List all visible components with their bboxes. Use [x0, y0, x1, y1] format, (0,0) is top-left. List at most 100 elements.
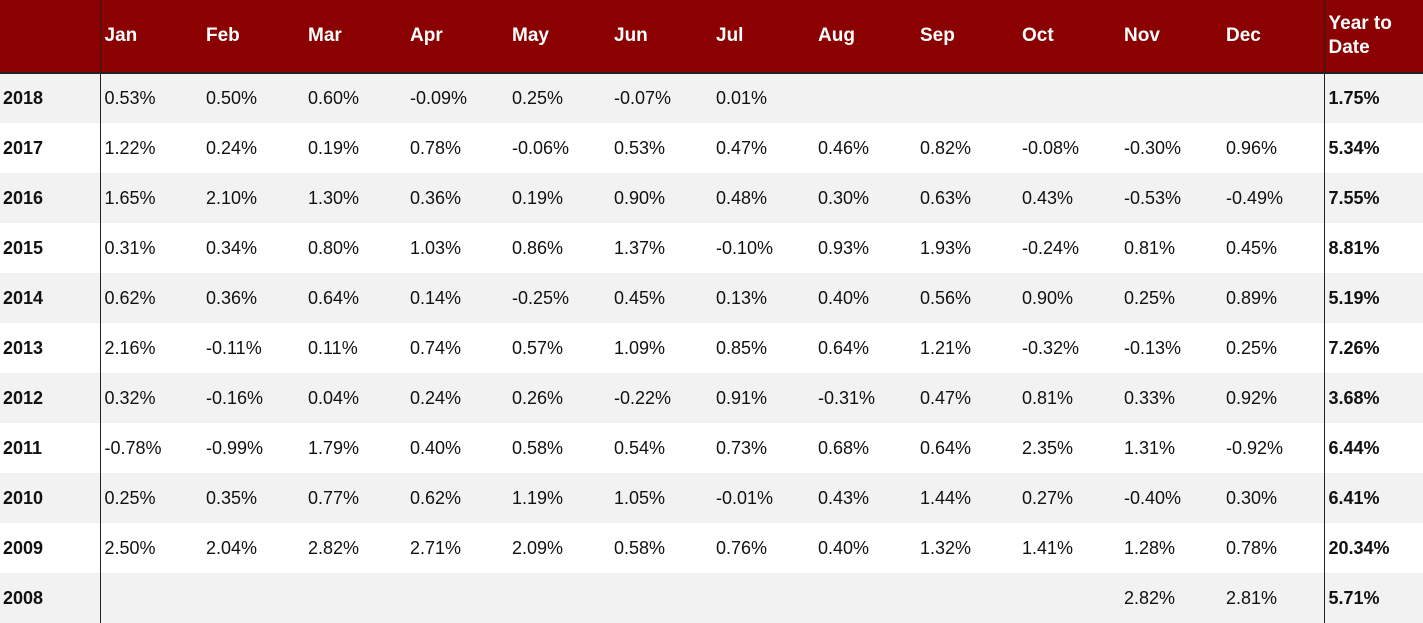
column-header-aug: Aug [814, 0, 916, 74]
monthly-return-cell: -0.49% [1226, 187, 1284, 208]
year-cell: 2009 [0, 523, 101, 573]
monthly-return-cell: -0.22% [614, 387, 672, 408]
monthly-return-cell: 0.81% [1022, 387, 1074, 408]
column-header-year [0, 0, 101, 74]
monthly-return-cell: -0.99% [206, 437, 264, 458]
monthly-return-cell: -0.16% [206, 387, 264, 408]
monthly-return-cell: -0.40% [1124, 487, 1182, 508]
monthly-return-cell [304, 573, 406, 623]
monthly-return-cell: 0.36% [410, 187, 462, 208]
monthly-return-cell: 1.03% [410, 237, 462, 258]
column-header-jul: Jul [712, 0, 814, 74]
monthly-return-cell: 0.85% [716, 337, 768, 358]
monthly-return-cell: -0.31% [818, 387, 876, 408]
monthly-return-cell: 0.19% [308, 137, 360, 158]
monthly-return-cell: 0.45% [614, 287, 666, 308]
monthly-return-cell: 0.74% [410, 337, 462, 358]
monthly-return-cell: 0.58% [512, 437, 564, 458]
monthly-return-cell: 1.41% [1022, 537, 1074, 558]
monthly-return-cell: -0.78% [104, 437, 162, 458]
monthly-return-cell: 2.82% [308, 537, 360, 558]
monthly-return-cell: 0.47% [716, 137, 768, 158]
year-cell: 2014 [0, 273, 101, 323]
monthly-return-cell: -0.32% [1022, 337, 1080, 358]
monthly-return-cell: -0.13% [1124, 337, 1182, 358]
monthly-return-cell: 2.50% [104, 537, 156, 558]
monthly-return-cell: 0.58% [614, 537, 666, 558]
monthly-return-cell: 0.40% [818, 537, 870, 558]
header-row: Jan Feb Mar Apr May Jun Jul Aug Sep Oct Nov Dec Year… [0, 0, 1423, 74]
monthly-return-cell: 0.25% [1226, 337, 1278, 358]
monthly-return-cell: 0.89% [1226, 287, 1278, 308]
table-row: 2009 2.50% 2.04% 2.82% 2.71% 2.09% 0.58% 0.76% 0… [0, 523, 1423, 573]
table-row: 2011 -0.78% -0.99% 1.79% 0.40% 0.58% 0.54% 0.73… [0, 423, 1423, 473]
monthly-return-cell: 0.63% [920, 187, 972, 208]
monthly-return-cell: 1.65% [104, 187, 156, 208]
monthly-return-cell: 0.30% [1226, 487, 1278, 508]
column-header-apr: Apr [406, 0, 508, 74]
monthly-return-cell: 0.78% [410, 137, 462, 158]
monthly-return-cell [1120, 73, 1222, 123]
year-to-date-cell: 20.34% [1323, 523, 1423, 573]
monthly-return-cell: -0.06% [512, 137, 570, 158]
year-cell: 2011 [0, 423, 101, 473]
monthly-return-cell: 0.54% [614, 437, 666, 458]
column-header-mar: Mar [304, 0, 406, 74]
monthly-return-cell: 2.82% [1124, 587, 1176, 608]
monthly-return-cell: 0.60% [308, 88, 360, 108]
column-header-oct: Oct [1018, 0, 1120, 74]
year-to-date-cell: 7.55% [1323, 173, 1423, 223]
monthly-return-cell: 0.40% [818, 287, 870, 308]
monthly-return-cell: -0.11% [206, 337, 262, 358]
monthly-return-cell [1018, 573, 1120, 623]
monthly-return-cell: 0.62% [104, 287, 156, 308]
monthly-return-cell: 0.31% [104, 237, 156, 258]
monthly-return-cell: 0.43% [1022, 187, 1074, 208]
monthly-return-cell: 0.45% [1226, 237, 1278, 258]
monthly-return-cell [814, 73, 916, 123]
table-row: 2016 1.65% 2.10% 1.30% 0.36% 0.19% 0.90% 0.48% 0… [0, 173, 1423, 223]
monthly-return-cell [610, 573, 712, 623]
monthly-return-cell: 0.91% [716, 387, 768, 408]
monthly-return-cell: 0.34% [206, 237, 258, 258]
monthly-return-cell: 1.30% [308, 187, 360, 208]
monthly-return-cell: 0.43% [818, 487, 870, 508]
column-header-sep: Sep [916, 0, 1018, 74]
monthly-return-cell: -0.53% [1124, 187, 1182, 208]
year-cell: 2013 [0, 323, 101, 373]
table-row: 2010 0.25% 0.35% 0.77% 0.62% 1.19% 1.05% -0.01%… [0, 473, 1423, 523]
monthly-return-cell: 0.24% [206, 137, 258, 158]
monthly-return-cell: 0.46% [818, 137, 870, 158]
monthly-return-cell: 0.01% [716, 88, 768, 108]
monthly-return-cell: 1.22% [104, 137, 156, 158]
monthly-return-cell [508, 573, 610, 623]
monthly-return-cell: 0.62% [410, 487, 462, 508]
monthly-return-cell: 0.25% [104, 487, 156, 508]
monthly-return-cell: 0.11% [308, 337, 358, 358]
year-cell: 2010 [0, 473, 101, 523]
year-cell: 2012 [0, 373, 101, 423]
table-body: 2018 0.53% 0.50% 0.60% -0.09% 0.25% -0.07% 0.01… [0, 73, 1423, 623]
monthly-return-cell [406, 573, 508, 623]
monthly-return-cell: 0.53% [104, 88, 156, 108]
monthly-return-cell: 0.48% [716, 187, 768, 208]
monthly-return-cell: 0.33% [1124, 387, 1176, 408]
monthly-return-cell [1222, 73, 1324, 123]
monthly-return-cell: 0.32% [104, 387, 156, 408]
monthly-return-cell: 0.25% [1124, 287, 1176, 308]
monthly-return-cell: 0.56% [920, 287, 972, 308]
monthly-return-cell: 0.92% [1226, 387, 1278, 408]
monthly-return-cell: 0.24% [410, 387, 462, 408]
year-to-date-cell: 6.41% [1323, 473, 1423, 523]
monthly-return-cell: 0.13% [716, 287, 768, 308]
monthly-return-cell [916, 573, 1018, 623]
monthly-return-cell: -0.92% [1226, 437, 1284, 458]
monthly-return-cell: 0.77% [308, 487, 360, 508]
year-cell: 2015 [0, 223, 101, 273]
year-to-date-cell: 5.34% [1323, 123, 1423, 173]
year-cell: 2016 [0, 173, 101, 223]
column-header-jan: Jan [100, 0, 202, 74]
table-row: 2015 0.31% 0.34% 0.80% 1.03% 0.86% 1.37% -0.10%… [0, 223, 1423, 273]
monthly-return-cell: 0.82% [920, 137, 972, 158]
